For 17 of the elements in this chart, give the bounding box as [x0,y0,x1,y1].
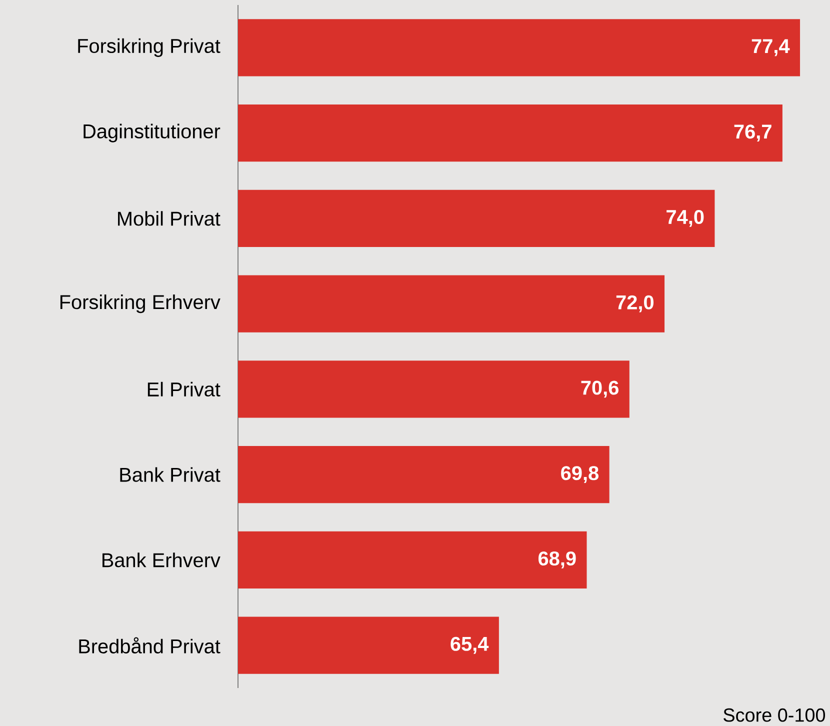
data-label: 69,8 [561,466,599,484]
data-label: 77,4 [752,39,790,56]
text: Score 0-100 [724,708,826,722]
data-label: 74,0 [666,210,704,227]
y-tick-label: Forsikring Privat [78,38,220,57]
data-label: 65,4 [450,636,489,654]
y-tick-label: El Privat [148,382,220,397]
data-label: 68,9 [538,551,576,568]
data-label: 70,6 [581,380,618,398]
y-tick-label: Bredbånd Privat [79,637,220,654]
y-tick-label: Mobil Privat [118,211,220,226]
y-tick-label: Forsikring Erhverv [60,294,220,314]
y-tick-label: Daginstitutioner [84,124,220,142]
data-label: 72,0 [616,295,654,312]
y-tick-label: Bank Privat [120,467,220,482]
y-tick-label: Bank Erhverv [102,552,220,568]
data-label: 76,7 [734,124,772,142]
